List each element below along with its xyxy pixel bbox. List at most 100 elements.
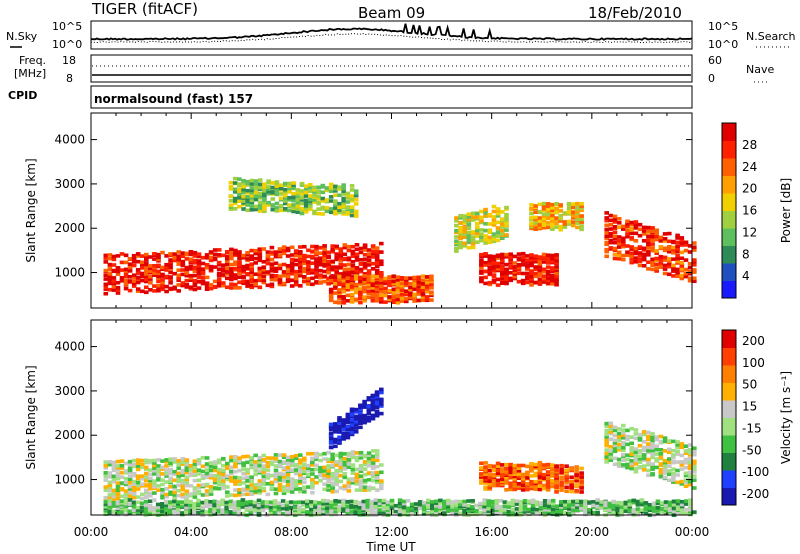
heatmap-cell bbox=[257, 194, 263, 198]
heatmap-cell bbox=[131, 482, 137, 486]
heatmap-cell bbox=[212, 474, 218, 478]
heatmap-cell bbox=[643, 506, 649, 511]
heatmap-cell bbox=[537, 262, 543, 266]
colorbar-swatch bbox=[722, 175, 736, 194]
heatmap-cell bbox=[487, 254, 493, 258]
heatmap-cell bbox=[362, 460, 368, 464]
heatmap-cell bbox=[616, 431, 622, 436]
heatmap-cell bbox=[366, 451, 372, 455]
heatmap-cell bbox=[667, 259, 672, 263]
heatmap-cell bbox=[241, 181, 246, 185]
heatmap-cell bbox=[225, 254, 230, 259]
heatmap-cell bbox=[337, 274, 342, 279]
heatmap-cell bbox=[261, 467, 267, 472]
heatmap-cell bbox=[362, 272, 368, 276]
heatmap-cell bbox=[654, 266, 659, 271]
heatmap-cell bbox=[192, 469, 198, 473]
heatmap-cell bbox=[312, 190, 317, 194]
heatmap-cell bbox=[338, 455, 344, 459]
heatmap-cell bbox=[283, 187, 288, 192]
x-tick-label: 00:00 bbox=[74, 525, 109, 539]
heatmap-cell bbox=[229, 479, 234, 483]
heatmap-cell bbox=[662, 459, 668, 463]
heatmap-cell bbox=[237, 177, 242, 181]
heatmap-cell bbox=[269, 273, 275, 278]
heatmap-cell bbox=[491, 464, 497, 469]
heatmap-cell bbox=[391, 281, 397, 286]
heatmap-cell bbox=[421, 511, 427, 516]
heatmap-cell bbox=[397, 501, 403, 506]
heatmap-cell bbox=[131, 259, 137, 264]
heatmap-cell bbox=[168, 275, 173, 279]
heatmap-cell bbox=[683, 484, 689, 488]
heatmap-cell bbox=[184, 495, 190, 499]
heatmap-cell bbox=[277, 488, 283, 493]
heatmap-cell bbox=[228, 203, 234, 208]
heatmap-cell bbox=[470, 245, 476, 250]
heatmap-cell bbox=[249, 283, 254, 287]
heatmap-cell bbox=[188, 252, 194, 257]
heatmap-cell bbox=[212, 460, 218, 464]
heatmap-cell bbox=[160, 280, 165, 285]
heatmap-cell bbox=[180, 473, 186, 478]
heatmap-cell bbox=[687, 271, 693, 276]
heatmap-cell bbox=[379, 259, 384, 263]
heatmap-cell bbox=[265, 250, 271, 254]
heatmap-cell bbox=[298, 469, 303, 474]
heatmap-cell bbox=[654, 251, 659, 255]
heatmap-cell bbox=[479, 228, 484, 232]
heatmap-cell bbox=[346, 489, 352, 493]
heatmap-cell bbox=[483, 465, 488, 469]
heatmap-cell bbox=[337, 282, 342, 287]
heatmap-cell bbox=[512, 476, 518, 481]
heatmap-cell bbox=[261, 486, 267, 491]
heatmap-cell bbox=[220, 498, 225, 503]
heatmap-cell bbox=[160, 472, 165, 476]
heatmap-cell bbox=[353, 297, 359, 302]
heatmap-cell bbox=[662, 436, 668, 440]
heatmap-cell bbox=[353, 290, 359, 295]
heatmap-cell bbox=[373, 504, 379, 509]
heatmap-cell bbox=[237, 280, 242, 285]
heatmap-cell bbox=[131, 479, 137, 484]
heatmap-cell bbox=[326, 477, 331, 481]
heatmap-cell bbox=[522, 510, 528, 514]
heatmap-cell bbox=[450, 508, 455, 512]
heatmap-cell bbox=[679, 453, 685, 458]
heatmap-cell bbox=[470, 218, 476, 222]
heatmap-cell bbox=[655, 509, 661, 513]
heatmap-cell bbox=[342, 271, 348, 275]
heatmap-cell bbox=[314, 280, 319, 284]
heatmap-cell bbox=[184, 283, 190, 287]
heatmap-cell bbox=[180, 500, 185, 504]
heatmap-cell bbox=[221, 283, 226, 288]
heatmap-cell bbox=[413, 502, 419, 506]
heatmap-cell bbox=[115, 476, 121, 481]
heatmap-cell bbox=[127, 484, 133, 489]
heatmap-cell bbox=[266, 185, 271, 189]
heatmap-cell bbox=[328, 439, 334, 444]
heatmap-cell bbox=[229, 256, 234, 261]
heatmap-cell bbox=[180, 481, 186, 485]
heatmap-cell bbox=[216, 482, 222, 487]
heatmap-cell bbox=[379, 300, 384, 304]
heatmap-cell bbox=[358, 474, 364, 478]
heatmap-cell bbox=[566, 210, 572, 215]
heatmap-cell bbox=[330, 481, 335, 485]
heatmap-cell bbox=[333, 186, 338, 191]
heatmap-cell bbox=[208, 461, 214, 465]
heatmap-cell bbox=[462, 235, 468, 239]
heatmap-cell bbox=[252, 503, 258, 508]
heatmap-cell bbox=[608, 437, 614, 441]
heatmap-cell bbox=[520, 259, 526, 263]
heatmap-cell bbox=[151, 508, 157, 513]
heatmap-cell bbox=[495, 266, 501, 271]
heatmap-cell bbox=[508, 252, 513, 256]
heatmap-cell bbox=[188, 503, 193, 508]
heatmap-cell bbox=[338, 469, 344, 473]
heatmap-cell bbox=[232, 187, 238, 192]
heatmap-cell bbox=[225, 262, 230, 267]
heatmap-cell bbox=[293, 463, 299, 467]
heatmap-cell bbox=[554, 221, 559, 226]
heatmap-cell bbox=[362, 295, 367, 299]
